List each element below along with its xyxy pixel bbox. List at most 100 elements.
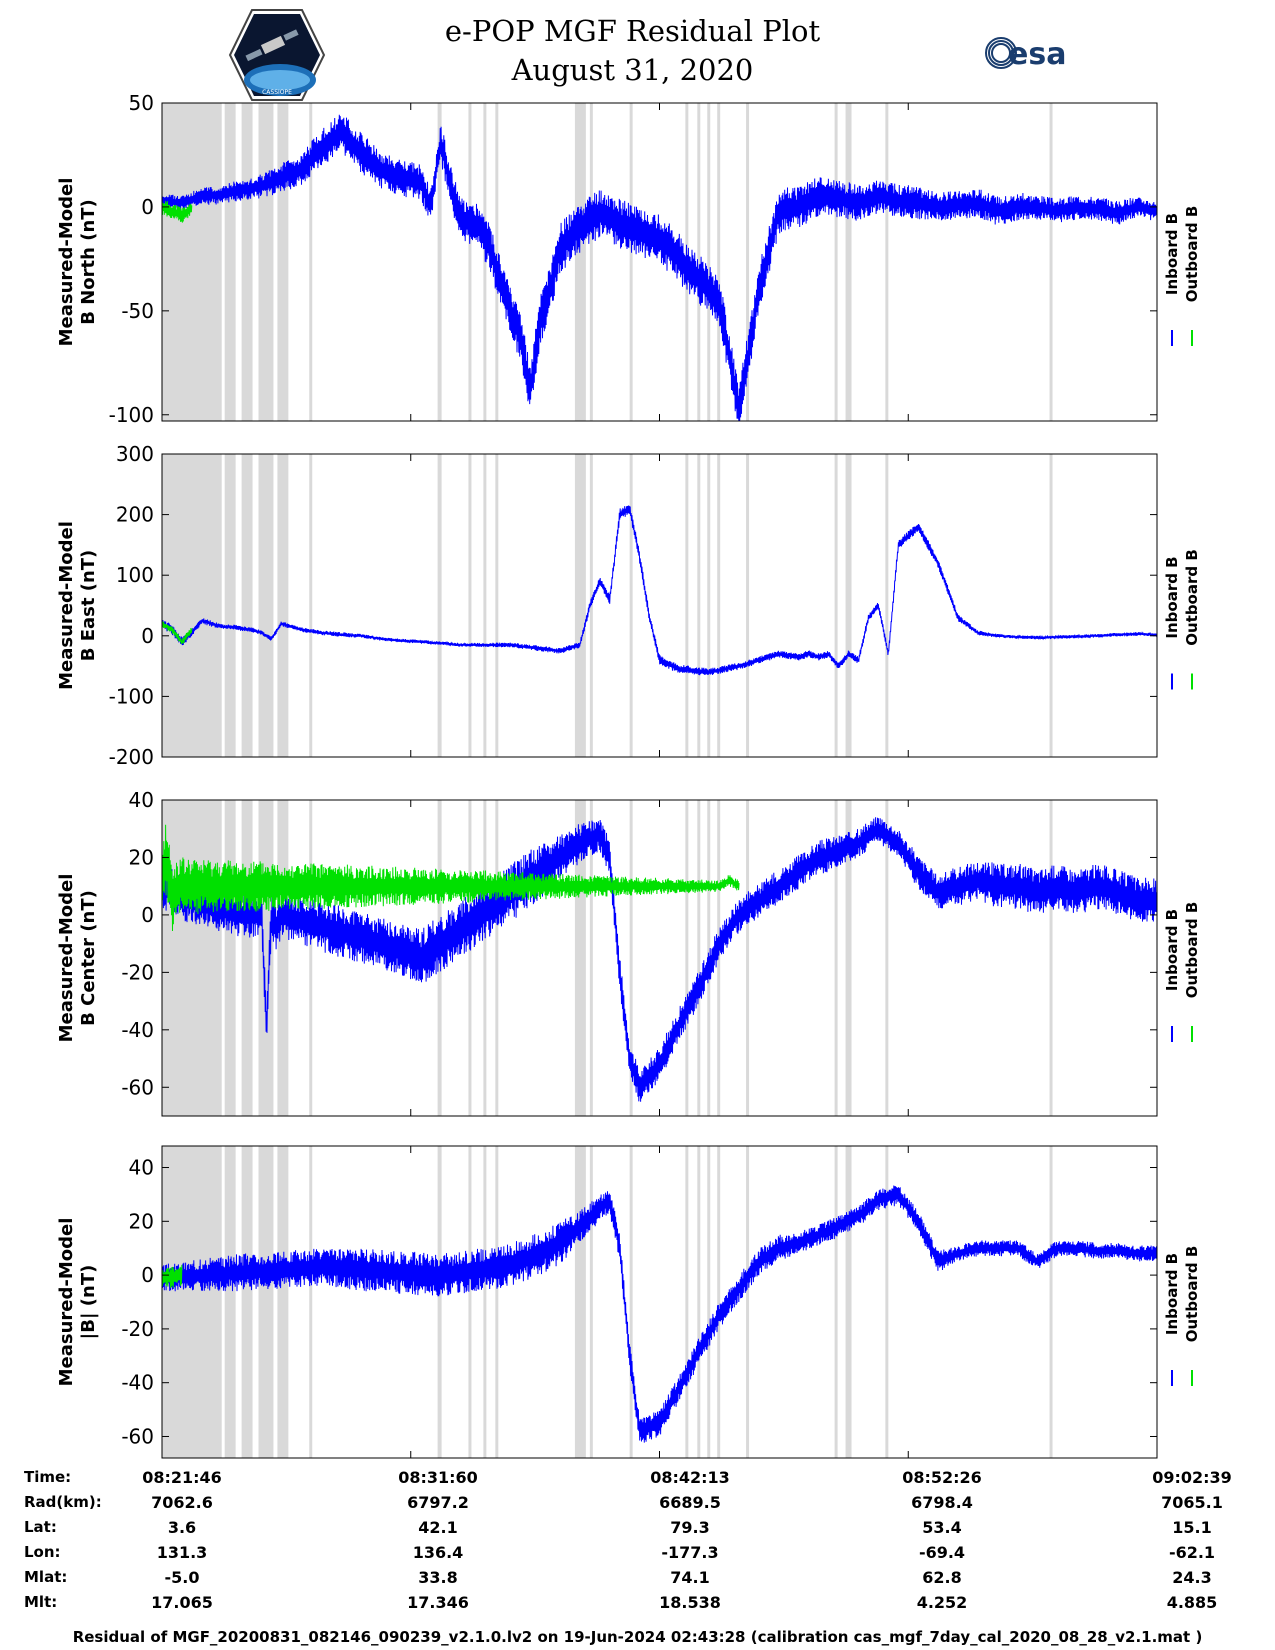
series-outboard-b xyxy=(161,824,740,932)
legend-outboard-label: Outboard B xyxy=(1183,549,1201,646)
info-cell-mlt: 4.252 xyxy=(916,1593,968,1612)
panel-total: 40 20 0 -20 -40 -60 Measured-Model |B| (nT) Inbo… xyxy=(56,1145,1201,1459)
series-inboard-b xyxy=(161,114,1158,422)
data-gap-band xyxy=(574,103,586,421)
orbit-info-table: Time: Rad(km): Lat: Lon: Mlat: Mlt: 08:21:46 70… xyxy=(0,1468,1275,1618)
cassiope-logo-label: CASSIOPE xyxy=(262,89,292,96)
data-gap-band xyxy=(437,454,442,757)
info-cell-mlt: 4.885 xyxy=(1166,1593,1218,1612)
data-gap-band xyxy=(629,454,633,757)
data-gap-band xyxy=(746,103,750,421)
data-gap-band xyxy=(162,1146,222,1458)
chart-title: e-POP MGF Residual Plot xyxy=(444,14,821,48)
y-tick-label: -100 xyxy=(109,403,154,427)
y-tick-label: 40 xyxy=(129,1156,154,1180)
info-row-label: Mlt: xyxy=(24,1593,58,1611)
info-cell-lat: 53.4 xyxy=(922,1518,962,1537)
legend-inboard-label: Inboard B xyxy=(1163,909,1181,991)
y-tick-label: 0 xyxy=(141,1263,154,1287)
data-gap-band xyxy=(495,454,499,757)
data-gap-band xyxy=(574,454,586,757)
data-gap-band xyxy=(885,103,889,421)
data-gap-band xyxy=(437,1146,442,1458)
info-cell-rad: 6689.5 xyxy=(659,1493,721,1512)
data-gap-band xyxy=(483,800,487,1116)
legend: Inboard B Outboard B xyxy=(1163,206,1201,346)
info-cell-rad: 6797.2 xyxy=(407,1493,469,1512)
data-gap-band xyxy=(483,103,487,421)
data-gap-band xyxy=(468,1146,472,1458)
data-gap-band xyxy=(697,454,701,757)
data-gap-band xyxy=(629,103,633,421)
data-gap-band xyxy=(224,1146,236,1458)
info-cell-lat: 79.3 xyxy=(670,1518,710,1537)
y-axis-label: Measured-Model xyxy=(56,874,77,1043)
info-cell-time: 08:21:46 xyxy=(142,1468,222,1487)
data-gap-band xyxy=(1049,800,1053,1116)
y-axis-label: Measured-Model xyxy=(56,178,77,347)
series-inboard-b xyxy=(161,817,1158,1102)
y-tick-label: -50 xyxy=(121,299,154,323)
y-tick-label: 200 xyxy=(116,503,154,527)
data-gap-band xyxy=(162,103,222,421)
y-tick-label: 0 xyxy=(141,624,154,648)
info-cell-mlt: 17.065 xyxy=(151,1593,213,1612)
data-gap-band xyxy=(717,103,721,421)
data-gap-band xyxy=(277,800,289,1116)
data-gap-band xyxy=(309,800,313,1116)
data-gap-band xyxy=(717,800,721,1116)
data-gap-band xyxy=(309,103,313,421)
data-gap-band xyxy=(258,1146,274,1458)
y-tick-label: -20 xyxy=(121,960,154,984)
y-tick-label: -60 xyxy=(121,1424,154,1448)
data-gap-band xyxy=(241,1146,253,1458)
data-gap-band xyxy=(589,454,593,757)
info-cell-mlat: 74.1 xyxy=(670,1568,710,1587)
data-gap-band xyxy=(629,800,633,1116)
series-outboard-b xyxy=(161,200,193,223)
cassiope-logo: CASSIOPE xyxy=(228,8,326,102)
y-axis-label: Measured-Model xyxy=(56,1218,77,1387)
data-gap-band xyxy=(468,103,472,421)
legend-outboard-label: Outboard B xyxy=(1183,1246,1201,1343)
panel-east: 300 200 100 0 -100 -200 Measured-Model B East (… xyxy=(56,442,1201,769)
info-cell-rad: 6798.4 xyxy=(911,1493,973,1512)
esa-logo: esa xyxy=(978,30,1098,76)
data-gap-band xyxy=(589,800,593,1116)
data-gap-band xyxy=(277,454,289,757)
y-tick-label: 50 xyxy=(129,91,154,115)
data-gap-band xyxy=(697,1146,701,1458)
y-tick-label: 20 xyxy=(129,1209,154,1233)
info-cell-lat: 3.6 xyxy=(167,1518,197,1537)
data-gap-band xyxy=(574,800,586,1116)
data-gap-band xyxy=(845,454,852,757)
info-cell-time: 09:02:39 xyxy=(1152,1468,1232,1487)
info-cell-lat: 42.1 xyxy=(418,1518,458,1537)
y-tick-label: -200 xyxy=(109,745,154,769)
y-tick-label: 300 xyxy=(116,442,154,466)
data-gap-band xyxy=(241,454,253,757)
y-axis-label: Measured-Model xyxy=(56,521,77,690)
legend-outboard-label: Outboard B xyxy=(1183,902,1201,999)
series-outboard-b xyxy=(161,1264,183,1288)
data-gap-band xyxy=(241,800,253,1116)
data-gap-band xyxy=(685,800,689,1116)
data-gap-band xyxy=(885,800,889,1116)
y-tick-label: 0 xyxy=(141,903,154,927)
data-gap-band xyxy=(685,1146,689,1458)
y-tick-label: 100 xyxy=(116,563,154,587)
info-row-label: Lon: xyxy=(24,1543,61,1561)
data-gap-band xyxy=(885,1146,889,1458)
series-inboard-b xyxy=(161,505,1158,676)
data-gap-band xyxy=(1049,1146,1053,1458)
y-tick-label: 0 xyxy=(141,195,154,219)
info-cell-mlat: 33.8 xyxy=(418,1568,458,1587)
data-gap-band xyxy=(834,103,838,421)
data-gap-band xyxy=(707,1146,711,1458)
header: CASSIOPE e-POP MGF Residual Plot August … xyxy=(0,0,1275,102)
data-gap-band xyxy=(495,800,499,1116)
data-gap-band xyxy=(1049,103,1053,421)
data-gap-band xyxy=(697,103,701,421)
data-gap-band xyxy=(885,454,889,757)
